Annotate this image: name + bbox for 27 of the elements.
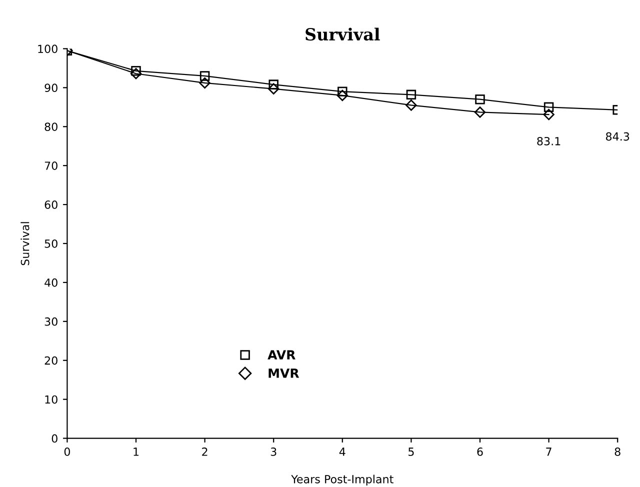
y-tick-label: 10	[45, 395, 58, 404]
y-tick-label: 60	[44, 200, 58, 209]
y-axis-title: Survival	[20, 222, 30, 266]
y-tick-label: 0	[52, 434, 58, 443]
y-tick-label: 90	[44, 84, 58, 92]
y-tick-label: 50	[44, 239, 58, 248]
y-tick-label: 80	[44, 122, 58, 131]
x-tick-label: 1	[134, 448, 139, 456]
y-tick-label: 100	[38, 44, 58, 54]
x-tick-label: 5	[408, 448, 414, 456]
x-tick-label: 0	[64, 448, 70, 456]
x-tick-label: 2	[202, 448, 208, 456]
x-tick-label: 4	[339, 448, 346, 456]
y-tick-label: 20	[44, 356, 58, 365]
data-label: 83.1	[537, 136, 560, 146]
x-tick-label: 6	[477, 448, 483, 456]
chart-title: Survival	[306, 28, 380, 41]
x-tick-label: 3	[270, 448, 276, 456]
x-axis-title: Years Post-Implant	[291, 474, 394, 486]
y-tick-label: 70	[44, 162, 58, 170]
data-label: 84.3	[606, 132, 630, 141]
y-tick-label: 40	[44, 278, 58, 287]
x-tick-label: 8	[614, 448, 620, 456]
y-tick-label: 30	[44, 317, 58, 326]
legend-label: AVR	[268, 350, 296, 360]
x-tick-label: 7	[546, 448, 552, 456]
legend-label: MVR	[268, 368, 300, 378]
